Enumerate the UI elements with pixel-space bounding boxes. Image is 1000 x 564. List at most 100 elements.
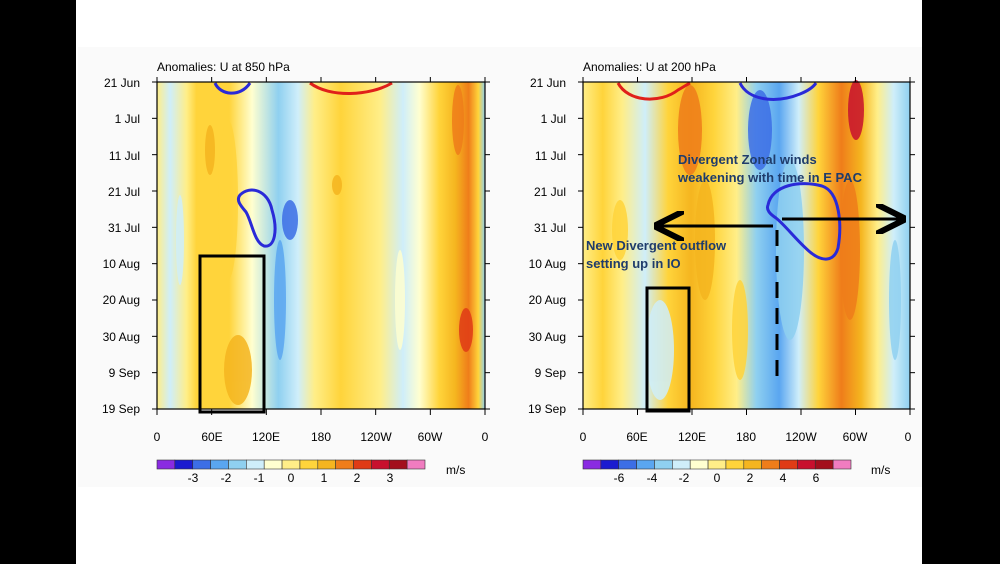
panel-title-850: Anomalies: U at 850 hPa <box>157 60 290 74</box>
contour-positive-850 <box>309 81 393 95</box>
x-tick-label: 120E <box>252 430 280 444</box>
contour-negative-200-a <box>738 82 818 101</box>
x-tick-label: 120W <box>360 430 392 444</box>
colorbar-label: 0 <box>288 471 295 485</box>
colorbar-label: 0 <box>714 471 721 485</box>
colorbar-swatch <box>707 459 727 470</box>
y-tick-label: 1 Jul <box>115 112 140 126</box>
x-tick-label: 180 <box>736 430 756 444</box>
colorbar-labels-850: -3 -2 -1 0 1 2 3 m/s <box>188 463 466 485</box>
x-tick-label: 0 <box>154 430 161 444</box>
y-tick-label: 11 Jul <box>109 149 140 163</box>
contour-positive-200 <box>616 81 691 101</box>
colorbar-swatch <box>281 459 301 470</box>
y-tick-label: 31 Jul <box>108 221 140 235</box>
colorbar-labels-200: -6 -4 -2 0 2 4 6 m/s <box>614 463 891 485</box>
y-tick-label: 30 Aug <box>103 330 140 344</box>
annotation-line: Divergent Zonal winds <box>678 152 817 167</box>
contour-negative-200-b <box>766 182 842 261</box>
colorbar-swatch <box>317 459 336 470</box>
x-tick-label: 0 <box>482 430 489 444</box>
colorbar-200 <box>582 459 852 470</box>
contour-negative-850-a <box>213 82 252 95</box>
colorbar-label: 6 <box>813 471 820 485</box>
highlight-box-200 <box>645 286 691 413</box>
colorbar-swatch <box>299 459 319 470</box>
x-axis-labels-850: 0 60E 120E 180 120W 60W 0 <box>154 430 489 444</box>
colorbar-label: -4 <box>647 471 658 485</box>
y-tick-label: 19 Sep <box>528 402 566 416</box>
axis-ticks-200 <box>578 77 915 415</box>
colorbar-swatch <box>388 459 408 470</box>
colorbar-label: -2 <box>679 471 690 485</box>
colorbar-swatch <box>406 459 426 470</box>
x-tick-label: 120W <box>785 430 817 444</box>
y-tick-label: 21 Jul <box>534 185 566 199</box>
colorbar-swatch <box>174 459 194 470</box>
y-tick-label: 20 Aug <box>529 293 566 307</box>
heatmap-200-features <box>612 80 901 400</box>
panel-200: Anomalies: U at 200 hPa Divergent Z <box>528 60 915 485</box>
colorbar-swatch <box>600 459 620 470</box>
y-tick-label: 30 Aug <box>529 330 566 344</box>
colorbar-swatch <box>672 459 691 470</box>
colorbar-label: -6 <box>614 471 625 485</box>
x-axis-labels-200: 0 60E 120E 180 120W 60W 0 <box>580 430 912 444</box>
highlight-box-850 <box>198 254 266 414</box>
x-tick-label: 0 <box>905 430 912 444</box>
y-tick-label: 1 Jul <box>541 112 566 126</box>
y-tick-label: 19 Sep <box>102 402 140 416</box>
y-tick-label: 31 Jul <box>534 221 566 235</box>
axis-ticks-850 <box>152 77 490 415</box>
colorbar-swatch <box>228 459 247 470</box>
y-tick-label: 10 Aug <box>103 257 140 271</box>
x-tick-label: 180 <box>311 430 331 444</box>
y-tick-label: 21 Jul <box>108 185 140 199</box>
colorbar-swatch <box>582 459 602 470</box>
y-tick-label: 21 Jun <box>104 76 140 90</box>
y-tick-label: 20 Aug <box>103 293 140 307</box>
colorbar-swatch <box>210 459 229 470</box>
colorbar-swatch <box>335 459 354 470</box>
colorbar-swatch <box>618 459 637 470</box>
colorbar-swatch <box>761 459 780 470</box>
colorbar-swatch <box>263 459 283 470</box>
colorbar-swatch <box>779 459 798 470</box>
colorbar-label: -1 <box>254 471 265 485</box>
colorbar-swatch <box>725 459 745 470</box>
colorbar-label: 2 <box>747 471 754 485</box>
colorbar-swatch <box>797 459 816 470</box>
x-tick-label: 60E <box>626 430 647 444</box>
y-axis-labels-200: 21 Jun 1 Jul 11 Jul 21 Jul 31 Jul 10 Aug… <box>528 76 566 416</box>
colorbar-swatch <box>246 459 265 470</box>
colorbar-swatch <box>832 459 852 470</box>
y-tick-label: 21 Jun <box>530 76 566 90</box>
annotation-line: weakening with time in E PAC <box>677 170 863 185</box>
colorbar-label: 4 <box>780 471 787 485</box>
colorbar-swatch <box>689 459 709 470</box>
annotation-line: New Divergent outflow <box>586 238 727 253</box>
colorbar-label: -3 <box>188 471 199 485</box>
annotation-line: setting up in IO <box>586 256 681 271</box>
colorbar-swatch <box>156 459 176 470</box>
y-tick-label: 9 Sep <box>535 366 567 380</box>
heatmap-850-features <box>176 85 473 405</box>
x-tick-label: 60W <box>843 430 868 444</box>
x-tick-label: 120E <box>678 430 706 444</box>
y-tick-label: 9 Sep <box>109 366 141 380</box>
colorbar-label: 2 <box>354 471 361 485</box>
panel-title-200: Anomalies: U at 200 hPa <box>583 60 716 74</box>
y-tick-label: 10 Aug <box>529 257 566 271</box>
x-tick-label: 60E <box>201 430 222 444</box>
colorbar-swatch <box>192 459 211 470</box>
colorbar-swatch <box>636 459 655 470</box>
colorbar-label: 1 <box>321 471 328 485</box>
contour-negative-850-b <box>236 188 277 248</box>
colorbar-label: 3 <box>387 471 394 485</box>
x-tick-label: 60W <box>418 430 443 444</box>
colorbar-swatch <box>353 459 372 470</box>
x-tick-label: 0 <box>580 430 587 444</box>
colorbar-unit: m/s <box>446 463 465 477</box>
panel-850: Anomalies: U at 850 hPa 21 Jun 1 Jul <box>102 60 490 485</box>
